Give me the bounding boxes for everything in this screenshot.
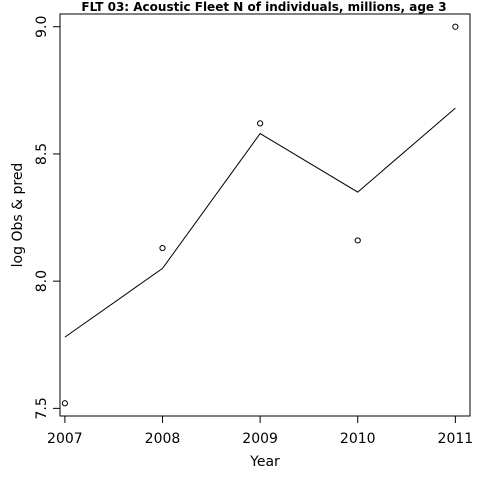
chart-title: FLT 03: Acoustic Fleet N of individuals,… (81, 0, 446, 14)
observed-point (452, 23, 459, 30)
observed-point (61, 400, 68, 407)
observed-point (159, 244, 166, 252)
y-tick-label: 8.0 (34, 270, 50, 292)
x-tick-label: 2009 (242, 431, 278, 447)
y-tick-label: 7.5 (34, 397, 50, 419)
x-tick-label: 2011 (438, 431, 474, 447)
observed-point (257, 120, 264, 127)
x-axis: 2007 2008 2009 2010 2011 (47, 415, 474, 447)
y-axis-label: log Obs & pred (10, 163, 26, 268)
y-tick-label: 8.5 (34, 143, 50, 165)
y-axis: 7.5 8.0 8.5 9.0 (34, 16, 61, 419)
x-axis-label: Year (249, 454, 280, 470)
x-tick-label: 2010 (340, 431, 376, 447)
x-tick-label: 2008 (145, 431, 181, 447)
observed-point (354, 237, 361, 244)
plot-area-border (59, 13, 471, 417)
series-layer (61, 23, 459, 407)
y-tick-label: 9.0 (34, 16, 50, 38)
x-tick-label: 2007 (47, 431, 83, 447)
predicted-line (64, 107, 456, 338)
